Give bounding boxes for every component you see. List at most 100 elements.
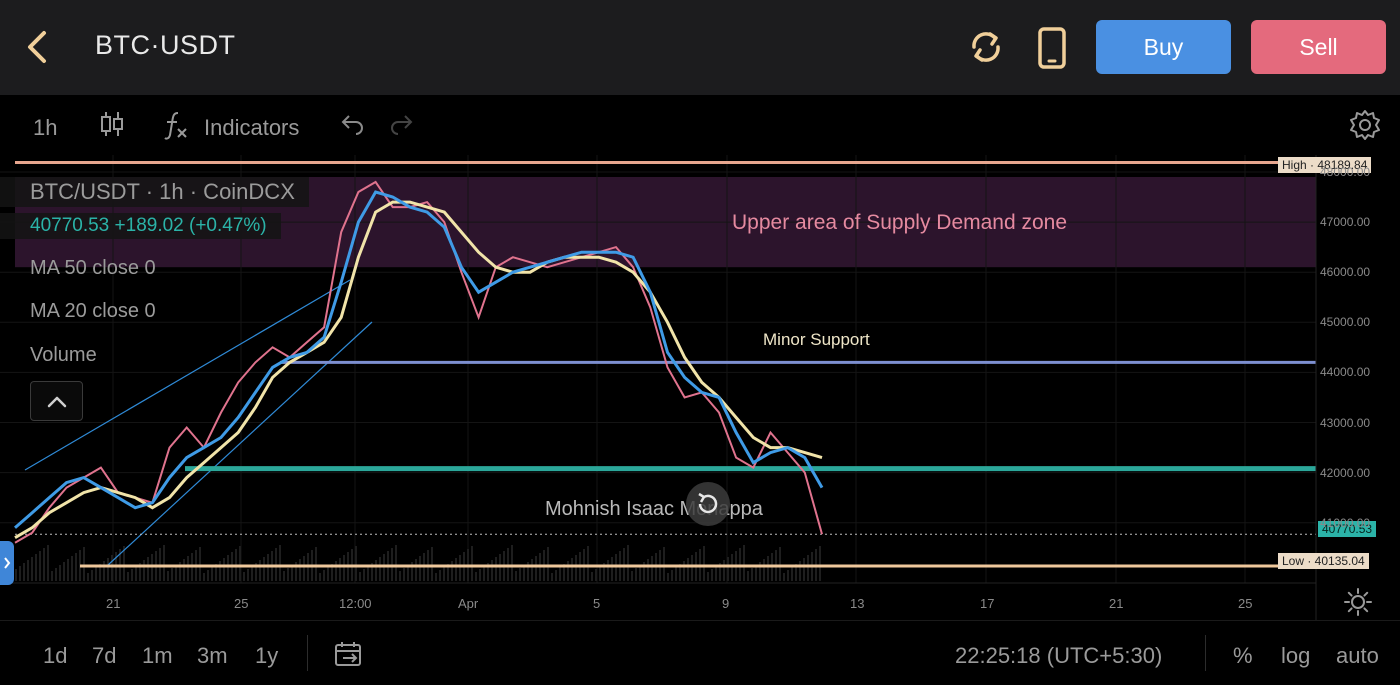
ma20-series-line — [14, 190, 824, 529]
legend-title: BTC/USDT · 1h · CoinDCX — [0, 177, 309, 207]
range-1m-button[interactable]: 1m — [142, 643, 173, 668]
volume-bar — [763, 559, 765, 581]
volume-bar — [715, 566, 717, 581]
time-scale-label: 25 — [1238, 596, 1253, 611]
time-scale-label: 13 — [850, 596, 865, 611]
function-icon — [164, 112, 187, 140]
volume-bar — [287, 568, 289, 581]
volume-bar — [651, 556, 653, 581]
sell-button[interactable]: Sell — [1251, 20, 1386, 74]
volume-bar — [51, 571, 53, 581]
collapse-legend-button[interactable] — [30, 381, 83, 421]
volume-bar — [75, 553, 77, 581]
volume-bar — [647, 559, 649, 581]
percent-scale-toggle[interactable]: % — [1233, 643, 1253, 668]
price-scale-label: 43000.00 — [1320, 415, 1371, 430]
volume-bar — [439, 570, 441, 581]
volume-bar — [215, 564, 217, 581]
volume-bar — [679, 564, 681, 581]
chevron-right-icon — [4, 557, 11, 569]
volume-bar — [163, 545, 165, 581]
ma50-series-line — [14, 200, 823, 539]
volume-bar — [747, 571, 749, 581]
legend-ma50[interactable]: MA 50 close 0 — [30, 257, 156, 279]
volume-bar — [767, 556, 769, 581]
redo-button[interactable] — [388, 113, 414, 135]
clock-timezone[interactable]: 22:25:18 (UTC+5:30) — [955, 643, 1163, 668]
portrait-mode-button[interactable] — [1030, 25, 1074, 71]
volume-bar — [95, 567, 97, 581]
volume-bar — [627, 545, 629, 581]
volume-bar — [355, 546, 357, 581]
volume-bar — [607, 560, 609, 581]
indicators-button[interactable]: Indicators — [204, 115, 300, 140]
time-scale-label: 25 — [234, 596, 249, 611]
refresh-button[interactable] — [964, 25, 1008, 69]
volume-bar — [511, 545, 513, 581]
auto-scale-toggle[interactable]: auto — [1336, 643, 1379, 668]
legend-volume[interactable]: Volume — [30, 344, 97, 366]
volume-bar — [147, 557, 149, 581]
volume-bar — [703, 546, 705, 581]
volume-bar — [471, 546, 473, 581]
range-1d-button[interactable]: 1d — [43, 643, 68, 668]
volume-bar — [319, 573, 321, 581]
volume-bar — [91, 570, 93, 581]
chart-type-button[interactable] — [98, 109, 126, 139]
volume-bar — [143, 560, 145, 581]
time-scale-label: Apr — [458, 596, 479, 611]
volume-bar — [279, 545, 281, 581]
volume-bar — [171, 568, 173, 581]
price-scale-label: 48000.00 — [1320, 165, 1371, 179]
volume-bar — [791, 567, 793, 581]
range-7d-button[interactable]: 7d — [92, 643, 117, 668]
interval-selector[interactable]: 1h — [33, 115, 58, 140]
volume-bar — [339, 558, 341, 581]
legend-ma20[interactable]: MA 20 close 0 — [30, 300, 156, 322]
volume-bar — [623, 548, 625, 581]
volume-bar — [343, 555, 345, 581]
back-button[interactable] — [18, 25, 58, 69]
sun-icon — [1344, 588, 1372, 616]
price-chart[interactable]: BTC/USDT · 1h · CoinDCX 40770.53 +189.02… — [0, 155, 1400, 620]
volume-bar — [411, 562, 413, 581]
volume-bar — [275, 548, 277, 581]
volume-bar — [207, 570, 209, 581]
undo-button[interactable] — [340, 113, 366, 135]
chart-canvas[interactable] — [0, 155, 1400, 620]
time-scale-label: 21 — [106, 596, 121, 611]
volume-bar — [507, 548, 509, 581]
volume-bar — [179, 562, 181, 581]
reset-chart-button[interactable] — [686, 482, 730, 526]
indicators-icon-button[interactable] — [162, 109, 190, 141]
drawing-panel-toggle[interactable] — [0, 541, 14, 585]
log-scale-toggle[interactable]: log — [1281, 643, 1311, 668]
volume-bar — [227, 555, 229, 581]
minor-support-label: Minor Support — [763, 330, 870, 349]
volume-bar — [367, 566, 369, 581]
buy-button[interactable]: Buy — [1096, 20, 1231, 74]
volume-bar — [67, 559, 69, 581]
volume-bar — [99, 564, 101, 581]
volume-bar — [183, 559, 185, 581]
volume-bar — [643, 562, 645, 581]
go-to-date-button[interactable] — [334, 641, 364, 669]
volume-bar — [683, 561, 685, 581]
time-scale-label: 5 — [593, 596, 601, 611]
volume-bar — [187, 556, 189, 581]
gear-icon — [1350, 110, 1380, 140]
volume-bar — [707, 572, 709, 581]
settings-button[interactable] — [1348, 108, 1382, 142]
time-scale-settings-button[interactable] — [1343, 587, 1373, 617]
volume-bar — [47, 545, 49, 581]
undo-icon — [341, 115, 363, 135]
volume-bar — [159, 548, 161, 581]
volume-bar — [55, 568, 57, 581]
time-scale-label: 9 — [722, 596, 730, 611]
volume-bar — [567, 561, 569, 581]
range-1y-button[interactable]: 1y — [255, 643, 279, 668]
range-3m-button[interactable]: 3m — [197, 643, 228, 668]
volume-bar — [571, 558, 573, 581]
reset-icon — [698, 492, 718, 514]
volume-bar — [743, 545, 745, 581]
